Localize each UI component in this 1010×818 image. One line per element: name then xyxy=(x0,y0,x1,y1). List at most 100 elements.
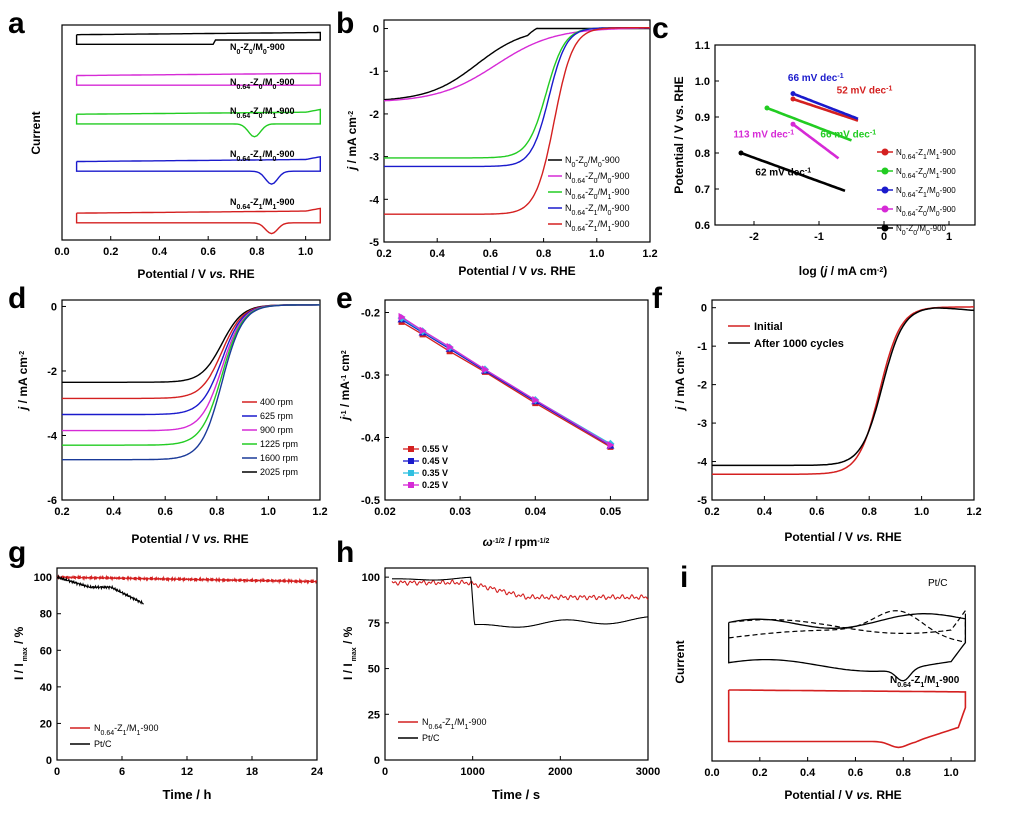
y-tick-label: -2 xyxy=(47,366,57,378)
legend-label: 1225 rpm xyxy=(260,439,298,449)
x-tick-label: 2000 xyxy=(548,766,572,778)
legend-label: 900 rpm xyxy=(260,425,293,435)
tafel-slope-label: 62 mV dec-1 xyxy=(755,167,811,179)
x-tick-label: 0.4 xyxy=(152,246,168,258)
stability-curve-0 xyxy=(712,306,974,475)
x-axis-title: Potential / V vs. RHE xyxy=(131,532,248,546)
legend-label: N0.64-Z0/M1-900 xyxy=(565,187,629,201)
legend-label: After 1000 cycles xyxy=(754,338,844,350)
x-tick-label: 0.4 xyxy=(800,767,816,779)
chrono-curve-0 xyxy=(56,574,318,585)
tafel-slope-label: 52 mV dec-1 xyxy=(837,85,893,97)
y-tick-label: -4 xyxy=(47,430,58,442)
panel-letter-a: a xyxy=(8,7,25,40)
sample-label: N0.64-Z1/M0-900 xyxy=(230,149,294,163)
tafel-line-1 xyxy=(766,106,852,142)
x-tick-label: 0.2 xyxy=(752,767,767,779)
x-axis-title: Potential / V vs. RHE xyxy=(784,530,901,544)
y-tick-label: 1.1 xyxy=(695,40,710,52)
x-tick-label: 0.2 xyxy=(704,506,719,518)
x-tick-label: 18 xyxy=(246,766,258,778)
legend-label: 1600 rpm xyxy=(260,453,298,463)
rde-curve-5 xyxy=(62,304,320,383)
stability-curve-1 xyxy=(712,307,975,467)
koutecky-levich-line-3 xyxy=(401,316,611,446)
y-tick-label: 0 xyxy=(46,755,52,767)
x-tick-label: 1.0 xyxy=(943,767,958,779)
legend-label: N0.64-Z1/M1-900 xyxy=(896,148,956,161)
panel-e: 0.02 0.03 0.04 0.05 -0.2 -0.3 -0.4 -0.5 0.55 V 0.… xyxy=(338,299,649,549)
x-tick-label: 3000 xyxy=(636,766,660,778)
chrono-curve-1 xyxy=(56,574,144,605)
y-tick-label: -0.2 xyxy=(361,308,380,320)
x-axis-title: ω-1/2 / rpm-1/2 xyxy=(483,535,550,549)
chrono-curve-0 xyxy=(391,579,649,601)
data-point xyxy=(419,326,427,335)
x-axis-title: log (j / mA cm-2) xyxy=(799,264,887,278)
tafel-marker xyxy=(764,105,770,111)
koutecky-levich-line-1 xyxy=(401,318,611,447)
y-tick-label: -5 xyxy=(697,495,707,507)
rde-curve-4 xyxy=(62,304,320,461)
legend-label: N0.64-Z1/M1-900 xyxy=(422,717,486,731)
x-tick-label: 0.4 xyxy=(757,506,773,518)
y-tick-label: -0.4 xyxy=(361,433,381,445)
y-tick-label: 80 xyxy=(40,609,52,621)
y-tick-label: -0.5 xyxy=(361,495,380,507)
x-tick-label: 0.6 xyxy=(809,506,824,518)
legend-label: 625 rpm xyxy=(260,411,293,421)
sample-label: N0.64-Z1/M1-900 xyxy=(230,197,294,211)
y-tick-label: 0.6 xyxy=(695,220,710,232)
legend-label: 0.45 V xyxy=(422,456,448,466)
legend-label: Pt/C xyxy=(94,739,112,749)
legend-label: 0.35 V xyxy=(422,468,448,478)
y-tick-label: -3 xyxy=(369,152,379,164)
data-point xyxy=(446,342,454,351)
x-tick-label: 12 xyxy=(181,766,193,778)
data-point xyxy=(532,396,540,404)
plot-frame xyxy=(384,299,649,501)
tafel-marker xyxy=(790,91,796,97)
x-tick-label: 1.2 xyxy=(312,506,327,518)
tafel-slope-label: 66 mV dec-1 xyxy=(820,129,876,141)
y-axis-title: I / I max / % xyxy=(341,626,358,680)
x-tick-label: 0 xyxy=(54,766,60,778)
x-tick-label: 1 xyxy=(946,231,952,243)
panel-a: 0.0 0.2 0.4 0.6 0.8 1.0 N0-Z0/M0-900 N0.64-Z0/M… xyxy=(29,24,331,281)
panel-d: 0.2 0.4 0.6 0.8 1.0 1.2 0 -2 -4 -6 400 rpm 625 rpm 9… xyxy=(16,299,328,546)
panel-letter-f: f xyxy=(652,282,663,315)
y-tick-label: -2 xyxy=(369,109,379,121)
panel-letter-e: e xyxy=(336,282,353,315)
x-tick-label: 0.05 xyxy=(600,506,621,518)
x-axis-title: Potential / V vs. RHE xyxy=(784,788,901,802)
y-tick-label: 0 xyxy=(374,755,380,767)
legend-label: Pt/C xyxy=(422,733,440,743)
y-axis-title: j / mA cm-2 xyxy=(345,111,359,172)
panel-h: 0 1000 2000 3000 0 25 50 75 100 N0.64-Z1/M1-900 Pt… xyxy=(341,567,660,802)
panel-letter-i: i xyxy=(680,561,688,594)
cv-loop-3 xyxy=(75,155,321,185)
plot-frame xyxy=(384,567,649,761)
x-tick-label: 0.02 xyxy=(374,506,395,518)
legend-marker xyxy=(408,482,414,488)
y-tick-label: 20 xyxy=(40,718,52,730)
annotation-sample: N0.64-Z1/M1-900 xyxy=(890,675,960,689)
y-tick-label: 25 xyxy=(368,709,380,721)
tafel-slope-label: 66 mV dec-1 xyxy=(788,73,844,85)
x-tick-label: -2 xyxy=(749,231,759,243)
y-axis-title: I / I max / % xyxy=(12,626,29,680)
legend-label: N0-Z0/M0-900 xyxy=(565,155,620,169)
y-tick-label: 0 xyxy=(701,303,707,315)
x-tick-label: 0.2 xyxy=(54,506,69,518)
x-tick-label: 0.2 xyxy=(103,246,118,258)
cv-loop-1 xyxy=(75,72,321,86)
tafel-slope-label: 113 mV dec-1 xyxy=(733,129,794,141)
x-tick-label: 1.0 xyxy=(914,506,929,518)
tafel-marker xyxy=(790,121,796,127)
x-tick-label: 0.8 xyxy=(249,246,264,258)
x-tick-label: 0 xyxy=(382,766,388,778)
x-tick-label: 0.6 xyxy=(201,246,216,258)
lsv-curve-1 xyxy=(383,27,650,102)
y-tick-label: -1 xyxy=(369,66,379,78)
x-tick-label: 0.8 xyxy=(862,506,877,518)
